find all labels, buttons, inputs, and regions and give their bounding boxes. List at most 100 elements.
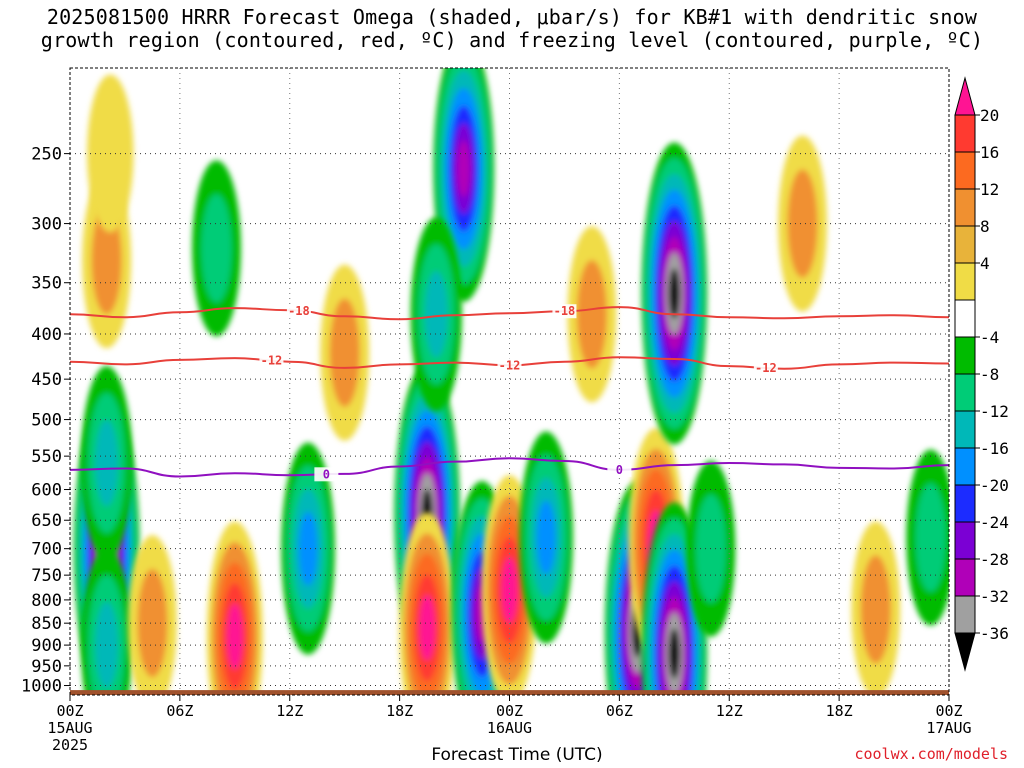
colorbar-label: -20 <box>980 476 1009 495</box>
x-tick-label: 06Z <box>606 702 633 720</box>
x-axis-label: Forecast Time (UTC) <box>431 745 603 765</box>
colorbar-segment <box>954 373 976 412</box>
y-tick-label: 600 <box>31 481 62 501</box>
y-tick-label: 300 <box>31 215 62 235</box>
x-tick-year: 2025 <box>52 736 88 754</box>
contour-line <box>70 306 949 321</box>
contour-label-bg <box>607 462 632 477</box>
omega-cell-level <box>137 569 168 678</box>
omega-cell-level <box>298 511 318 586</box>
contour-label: 0 <box>323 467 330 481</box>
x-tick-label: 18Z <box>826 702 853 720</box>
colorbar-label: 4 <box>980 254 990 273</box>
colorbar-label: 20 <box>980 106 999 125</box>
colorbar-label: 16 <box>980 143 999 162</box>
omega-cell <box>433 68 495 302</box>
x-tick-date: 15AUG <box>47 719 92 737</box>
colorbar-label: -12 <box>980 402 1009 421</box>
omega-cell <box>641 142 708 445</box>
colorbar-label: -4 <box>980 328 999 347</box>
y-tick-label: 950 <box>31 657 62 677</box>
y-tick-label: 750 <box>31 566 62 586</box>
omega-cell <box>851 521 901 695</box>
colorbar-segment <box>954 595 976 634</box>
y-tick-label: 1000 <box>21 677 62 697</box>
omega-cell <box>81 548 133 695</box>
y-tick-label: 550 <box>31 447 62 467</box>
omega-cell-level <box>95 419 119 507</box>
colorbar-segment <box>954 410 976 449</box>
chart-title: 2025081500 HRRR Forecast Omega (shaded, … <box>0 6 1024 52</box>
colorbar-segment <box>954 336 976 375</box>
colorbar-segment <box>954 521 976 560</box>
omega-cell <box>320 264 370 441</box>
contour-label: -12 <box>261 354 283 368</box>
omega-cell-level <box>668 268 680 319</box>
colorbar-segment <box>954 262 976 301</box>
colorbar-segment <box>954 299 976 338</box>
colorbar: 20 16 12 8 4 -4 -8 -12 -16 -20 -24 -28 -32 -36 <box>954 76 1009 672</box>
ground-bar <box>70 690 949 695</box>
contour-label: 0 <box>616 463 623 477</box>
contour-label: -12 <box>499 358 521 372</box>
y-tick-label: 900 <box>31 636 62 656</box>
colorbar-label: -32 <box>980 587 1009 606</box>
omega-cell <box>906 449 949 626</box>
omega-cell <box>778 135 827 312</box>
colorbar-label: 12 <box>980 180 999 199</box>
y-tick-label: 250 <box>31 145 62 165</box>
ground-fill <box>70 690 949 695</box>
omega-cell-level <box>95 601 119 689</box>
contour-label-bg <box>497 358 522 373</box>
omega-cell-level <box>668 628 680 679</box>
y-tick-label: 650 <box>31 511 62 531</box>
omega-cell-level <box>860 555 891 664</box>
y-tick-label: 450 <box>31 370 62 390</box>
omega-cell <box>399 512 456 695</box>
credit-text: coolwx.com/models <box>854 745 1008 763</box>
omega-cell-level <box>424 271 448 358</box>
colorbar-label: -28 <box>980 550 1009 569</box>
x-tick-date: 16AUG <box>487 719 532 737</box>
omega-cell <box>519 431 573 644</box>
x-tick-label: 06Z <box>166 702 193 720</box>
omega-cell-level <box>536 500 556 575</box>
colorbar-segment <box>954 225 976 264</box>
contour-label-bg <box>259 353 284 368</box>
colorbar-segment <box>954 76 976 116</box>
colorbar-segment <box>954 484 976 523</box>
title-line-2: growth region (contoured, red, ºC) and f… <box>40 28 984 52</box>
omega-cell <box>192 160 241 337</box>
omega-cell-level <box>576 260 607 369</box>
contour-label-bg <box>552 304 577 319</box>
colorbar-segment <box>954 151 976 190</box>
colorbar-segment <box>954 558 976 597</box>
omega-cell <box>410 217 462 412</box>
x-tick-label: 18Z <box>386 702 413 720</box>
y-tick-label: 400 <box>31 325 62 345</box>
x-tick-date: 17AUG <box>926 719 971 737</box>
contour-label: -18 <box>288 304 310 318</box>
omega-cell <box>206 521 263 695</box>
contour-label: -18 <box>554 304 576 318</box>
omega-shading <box>73 68 949 695</box>
y-tick-label: 500 <box>31 411 62 431</box>
colorbar-label: -36 <box>980 624 1009 643</box>
x-tick-label: 00Z <box>56 702 83 720</box>
x-tick-label: 12Z <box>276 702 303 720</box>
colorbar-segment <box>954 188 976 227</box>
omega-cell-level <box>419 594 436 661</box>
x-tick-label: 00Z <box>496 702 523 720</box>
omega-cell-level <box>201 194 232 303</box>
colorbar-label: -16 <box>980 439 1009 458</box>
contour-line <box>70 457 949 478</box>
contour-label-bg <box>286 304 311 319</box>
colorbar-label: 8 <box>980 217 990 236</box>
colorbar-segment <box>954 114 976 153</box>
omega-cell-level <box>329 298 360 407</box>
x-tick-label: 12Z <box>716 702 743 720</box>
contour-label-bg <box>314 467 339 482</box>
colorbar-segment <box>954 447 976 486</box>
